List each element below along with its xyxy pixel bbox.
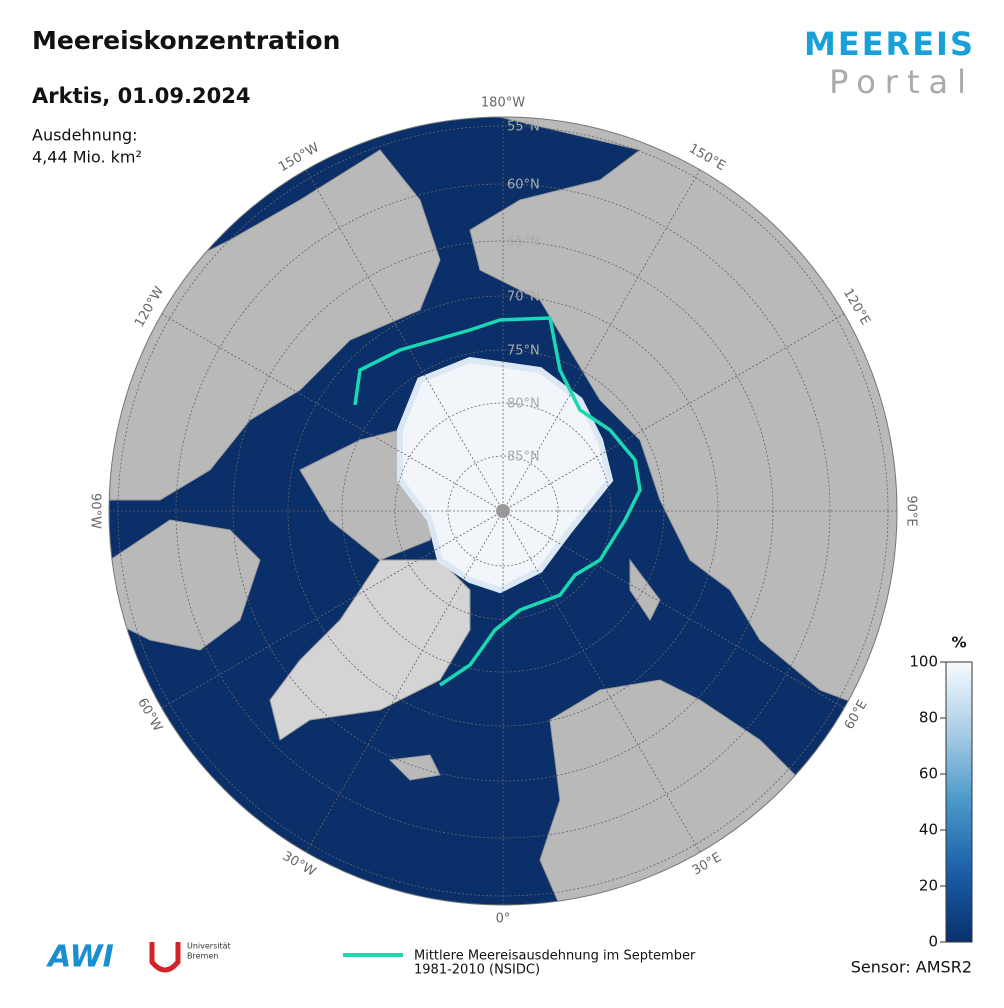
parallel <box>117 125 889 897</box>
parallel <box>341 349 665 673</box>
colorbar-tick-label: 100 <box>909 653 938 671</box>
colorbar <box>945 661 973 943</box>
meridian <box>305 510 504 853</box>
map <box>109 117 897 905</box>
title: Meereiskonzentration <box>32 26 340 55</box>
latitude-label: 60°N <box>507 178 540 193</box>
colorbar-tick-label: 80 <box>919 709 938 727</box>
colorbar-tick-label: 0 <box>928 933 938 951</box>
longitude-label: 90°E <box>904 495 919 526</box>
meridian <box>502 510 701 853</box>
meridian <box>502 510 845 709</box>
parallel <box>287 295 719 727</box>
meridian <box>161 313 504 512</box>
parallel <box>232 240 774 782</box>
sensor: Sensor: AMSR2 <box>851 958 972 977</box>
colorbar-unit: % <box>951 634 966 652</box>
colorbar-tick-label: 40 <box>919 821 938 839</box>
university-line2: Bremen <box>187 952 218 961</box>
latitude-label: 80°N <box>507 397 540 412</box>
awi-logo: AWI <box>46 940 114 975</box>
land <box>109 117 897 905</box>
graticule <box>109 117 897 905</box>
subtitle: Arktis, 01.09.2024 <box>32 84 250 108</box>
latitude-label: 85°N <box>507 450 540 465</box>
pole-hole <box>496 504 510 518</box>
colorbar-tick-label: 20 <box>919 877 938 895</box>
latitude-label: 75°N <box>507 344 540 359</box>
meridian <box>161 510 504 709</box>
parallel <box>175 183 831 839</box>
legend-line1: Mittlere Meereisausdehnung im September <box>414 949 696 964</box>
parallel <box>447 455 559 567</box>
latitude-label: 55°N <box>507 120 540 135</box>
bremen-logo <box>149 942 181 973</box>
longitude-label: 90°W <box>88 493 103 529</box>
meridian <box>502 313 845 512</box>
extent-value: 4,44 Mio. km² <box>32 148 142 167</box>
median-extent-line <box>353 316 642 687</box>
logo-line2: Portal <box>829 63 975 101</box>
latitude-label: 70°N <box>507 290 540 305</box>
longitude-label: 180°W <box>481 96 525 111</box>
latitude-label: 65°N <box>507 235 540 250</box>
meridian <box>502 169 701 512</box>
logo-line1: MEEREIS <box>804 25 975 63</box>
meridian <box>305 169 504 512</box>
colorbar-tick-label: 60 <box>919 765 938 783</box>
longitude-label: 0° <box>496 912 511 927</box>
extent-label: Ausdehnung: <box>32 126 138 145</box>
map-border <box>108 116 898 906</box>
university-line1: Universität <box>187 942 231 951</box>
legend-line2: 1981-2010 (NSIDC) <box>414 963 540 978</box>
parallel <box>394 402 612 620</box>
